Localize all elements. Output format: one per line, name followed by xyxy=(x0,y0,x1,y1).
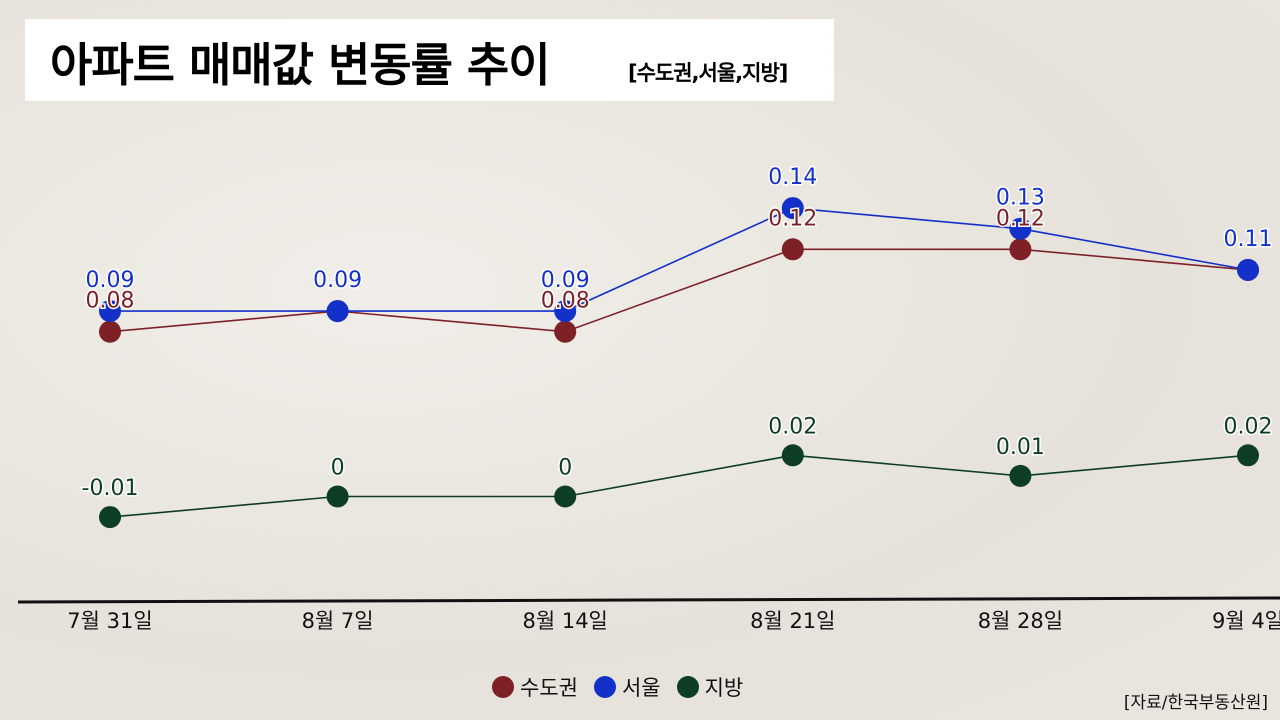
series-line-0 xyxy=(109,248,1249,333)
x-axis xyxy=(17,596,1280,604)
data-label: 0.09 xyxy=(86,268,135,293)
legend-label: 서울 xyxy=(621,676,661,700)
series-line-1 xyxy=(110,207,1249,312)
data-label: 0.14 xyxy=(768,165,817,190)
data-point xyxy=(1009,464,1032,487)
title-box: 아파트 매매값 변동률 추이 [수도권,서울,지방] xyxy=(25,19,834,101)
legend: 수도권 서울 지방 xyxy=(492,672,749,702)
x-tick-label: 8월 21일 xyxy=(750,609,835,633)
x-tick-label: 8월 28일 xyxy=(978,609,1063,633)
legend-label: 지방 xyxy=(704,676,744,700)
chart-subtitle: [수도권,서울,지방] xyxy=(628,61,788,85)
data-point xyxy=(781,444,804,467)
data-point xyxy=(99,300,121,323)
data-label: 0.12 xyxy=(996,206,1045,231)
data-label: 0.09 xyxy=(541,268,590,293)
data-point xyxy=(781,238,804,261)
x-tick-label: 8월 7일 xyxy=(302,609,374,633)
legend-item-regional: 지방 xyxy=(676,672,744,702)
x-tick-label: 8월 14일 xyxy=(522,609,607,633)
legend-dot xyxy=(676,676,699,698)
data-label: 0.11 xyxy=(1224,227,1273,252)
data-label: 0.01 xyxy=(996,435,1045,460)
chart-title: 아파트 매매값 변동률 추이 xyxy=(50,38,551,92)
legend-item-seoul: 서울 xyxy=(593,672,661,702)
data-label: 0.08 xyxy=(86,289,135,314)
data-point xyxy=(99,320,121,343)
data-point xyxy=(554,485,577,508)
data-point xyxy=(99,506,121,529)
data-label: 0 xyxy=(558,456,572,481)
data-point xyxy=(1009,238,1032,261)
data-point xyxy=(781,197,804,220)
data-point xyxy=(326,485,349,508)
legend-item-capital: 수도권 xyxy=(492,672,578,702)
data-label: 0.13 xyxy=(996,186,1045,211)
legend-label: 수도권 xyxy=(520,676,578,700)
data-point xyxy=(1237,444,1259,467)
data-label: 0.02 xyxy=(768,414,817,439)
series-line-2 xyxy=(109,454,1249,518)
data-label: -0.01 xyxy=(82,476,139,501)
data-point xyxy=(1009,217,1032,240)
data-label: 0.12 xyxy=(768,206,817,231)
legend-dot xyxy=(593,676,616,698)
data-point xyxy=(326,300,349,323)
x-tick-label: 7월 31일 xyxy=(67,609,152,633)
data-label: 0.09 xyxy=(313,268,362,293)
data-point xyxy=(1237,258,1259,281)
data-point xyxy=(554,300,577,323)
data-label: 0.02 xyxy=(1224,414,1273,439)
data-point xyxy=(554,320,577,343)
data-label: 0 xyxy=(331,456,345,481)
x-tick-label: 9월 4일 xyxy=(1212,609,1280,633)
legend-dot xyxy=(492,676,514,698)
data-label: 0.08 xyxy=(541,289,590,314)
source-note: [자료/한국부동산원] xyxy=(1123,693,1268,713)
